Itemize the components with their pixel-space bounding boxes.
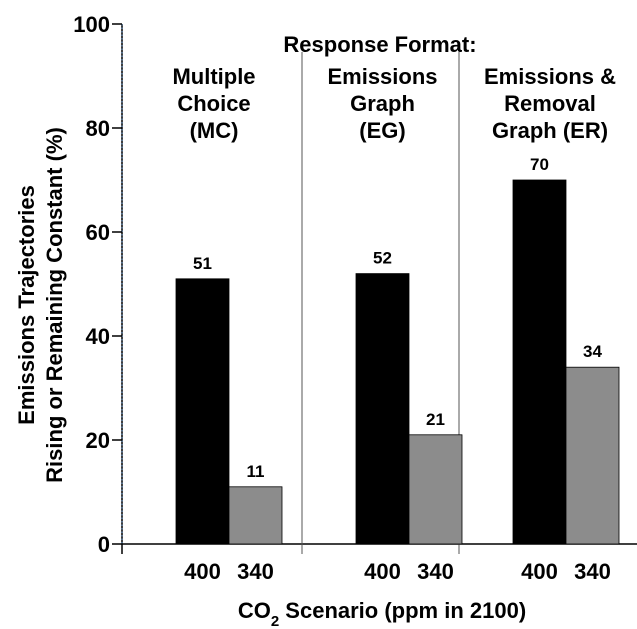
panel-header-line: Graph <box>350 91 415 116</box>
data-label: 51 <box>193 254 212 273</box>
bar-340 <box>408 434 463 545</box>
y-axis-title-line: Rising or Remaining Constant (%) <box>42 127 67 483</box>
x-tick-label: 340 <box>574 559 611 584</box>
data-label: 52 <box>373 249 392 268</box>
axis-titles: CO2 Scenario (ppm in 2100) Emissions Traj… <box>14 127 526 629</box>
panel-header-line: (MC) <box>190 118 239 143</box>
y-tick-label: 40 <box>86 324 110 349</box>
x-tick-label: 400 <box>364 559 401 584</box>
y-tick-label: 20 <box>86 428 110 453</box>
panel-header-line: Multiple <box>172 64 255 89</box>
panel-header-line: (EG) <box>359 118 405 143</box>
panel-header-line: Emissions & <box>484 64 616 89</box>
x-axis-title: CO2 Scenario (ppm in 2100) <box>238 598 526 629</box>
y-tick-label: 60 <box>86 220 110 245</box>
y-tick-label: 80 <box>86 116 110 141</box>
y-axis-title-line: Emissions Trajectories <box>14 185 39 425</box>
data-label: 11 <box>247 462 265 481</box>
data-labels: 51 400 11 340 52 400 21 340 70 400 34 340 <box>184 155 611 584</box>
bar-400 <box>355 273 410 545</box>
data-label: 70 <box>530 155 549 174</box>
chart-title: Response Format: <box>283 32 476 57</box>
panel-header-line: Choice <box>177 91 250 116</box>
y-tick-label: 0 <box>98 532 110 557</box>
bar-340 <box>565 366 620 545</box>
panel-header-line: Emissions <box>327 64 437 89</box>
x-tick-label: 400 <box>184 559 221 584</box>
y-tick-label: 100 <box>73 12 110 37</box>
panel-header-line: Removal <box>504 91 596 116</box>
x-tick-label: 400 <box>521 559 558 584</box>
bar-400 <box>512 179 567 545</box>
bar-400 <box>175 278 230 545</box>
data-label: 34 <box>583 342 602 361</box>
x-tick-label: 340 <box>237 559 274 584</box>
bar-340 <box>228 486 283 545</box>
data-label: 21 <box>426 410 445 429</box>
panel-header-line: Graph (ER) <box>492 118 608 143</box>
bars <box>175 179 620 545</box>
x-tick-label: 340 <box>417 559 454 584</box>
